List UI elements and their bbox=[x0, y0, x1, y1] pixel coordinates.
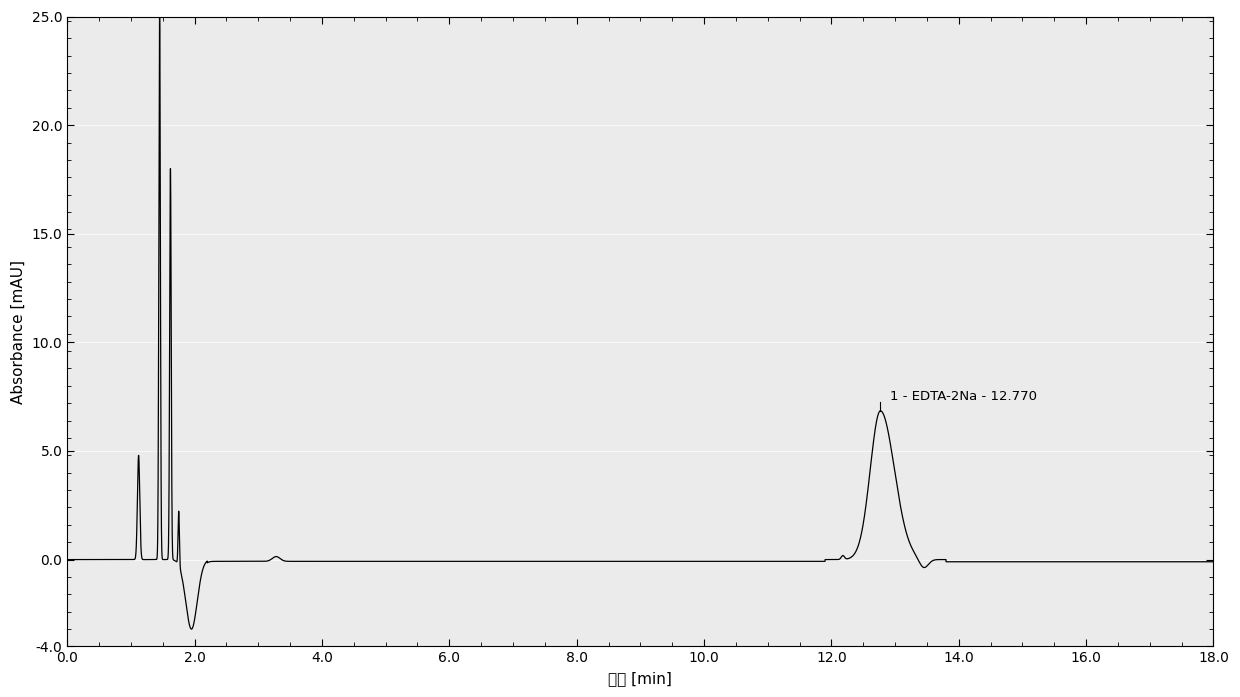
Text: 1 - EDTA-2Na - 12.770: 1 - EDTA-2Na - 12.770 bbox=[890, 390, 1037, 404]
Y-axis label: Absorbance [mAU]: Absorbance [mAU] bbox=[11, 259, 26, 404]
X-axis label: 时间 [min]: 时间 [min] bbox=[609, 671, 672, 686]
